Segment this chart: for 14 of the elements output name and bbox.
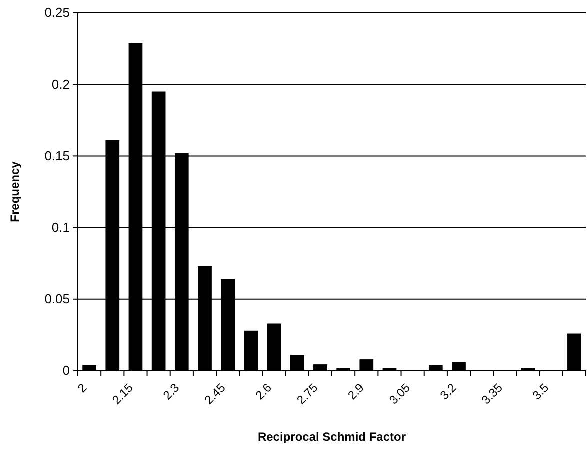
x-tick-label: 2.3 [160, 380, 182, 403]
x-tick-label: 2.9 [345, 380, 368, 403]
y-tick-label: 0.1 [52, 220, 70, 235]
y-tick-label: 0.15 [44, 148, 70, 164]
x-tick-label: 3.5 [530, 380, 552, 403]
x-tick-label: 2.6 [252, 380, 275, 403]
y-tick-label: 0.2 [52, 76, 70, 92]
x-tick-label: 3.2 [438, 380, 460, 403]
y-axis-title: Frequency [8, 161, 22, 222]
x-tick-label: 2 [75, 380, 90, 396]
y-tick-label: 0.25 [44, 5, 70, 20]
y-tick-label: 0 [62, 363, 70, 378]
x-axis-title: Reciprocal Schmid Factor [258, 430, 406, 444]
y-tick-label: 0.05 [44, 292, 70, 307]
